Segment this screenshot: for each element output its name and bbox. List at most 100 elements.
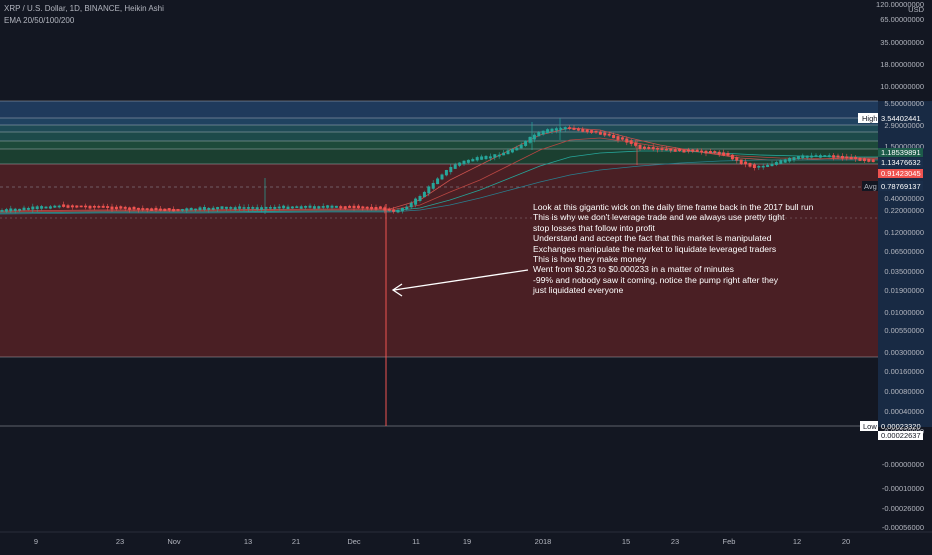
avg-tag: Avg 0.78769137 [862, 181, 923, 191]
candle-body [18, 208, 22, 211]
candle-body [832, 155, 836, 158]
price-tick-label: -0.00026000 [882, 504, 924, 513]
zone-blue [0, 101, 878, 118]
candle-body [783, 159, 787, 163]
candle-body [409, 202, 413, 208]
candle-body [128, 207, 132, 210]
candle-body [585, 129, 589, 133]
candle-body [88, 205, 92, 209]
candle-body [458, 162, 462, 166]
candle-body [189, 207, 193, 211]
candle-body [282, 205, 286, 209]
candle-body [326, 205, 330, 208]
current-tag-value: 1.13476632 [881, 158, 921, 167]
time-tick-label: 19 [463, 537, 471, 546]
annotation-text: Look at this gigantic wick on the daily … [533, 202, 873, 296]
candle-body [475, 157, 479, 161]
candle-body [827, 155, 831, 158]
annotation-arrow [391, 269, 529, 297]
candle-body [541, 130, 545, 135]
zone-green [0, 141, 878, 149]
zone-teal [0, 125, 878, 132]
candle-body [22, 207, 26, 211]
candle-body [198, 207, 202, 211]
candle-body [867, 158, 871, 162]
candle-body [31, 206, 35, 210]
candle-body [154, 207, 158, 211]
ema-lines [0, 127, 878, 215]
ema-50-line [0, 137, 878, 213]
candle-body [717, 151, 721, 155]
candle-body [101, 205, 105, 208]
zone-lines [0, 100, 878, 427]
avg-tag-value: 0.78769137 [881, 182, 921, 191]
annotation-line: This is why we don't leverage trade and … [533, 212, 785, 223]
green-tag: 1.18539891 [878, 148, 923, 157]
candle-body [383, 207, 387, 211]
price-tick-label: 0.00080000 [884, 387, 924, 396]
candle-body [862, 158, 866, 162]
time-tick-label: 21 [292, 537, 300, 546]
candle-body [598, 131, 602, 135]
candle-body [172, 208, 176, 212]
candle-body [524, 140, 528, 146]
candle-body [180, 209, 184, 211]
candle-body [770, 163, 774, 167]
candle-body [713, 151, 717, 153]
candle-body [436, 178, 440, 185]
candle-body [700, 150, 704, 153]
candle-body [92, 205, 96, 208]
candle-body [620, 137, 624, 140]
candle-body [453, 164, 457, 169]
candle-body [141, 208, 145, 210]
price-tick-label: 0.01000000 [884, 308, 924, 317]
candle-body [752, 164, 756, 169]
candle-body [642, 146, 646, 149]
candle-body [634, 142, 638, 146]
zone-teal-2 [0, 132, 878, 141]
candle-body [110, 206, 114, 210]
candle-body [493, 154, 497, 158]
candle-body [418, 196, 422, 201]
low-wick-tag: 0.00022637 [878, 431, 923, 440]
candle-body [308, 205, 312, 208]
candle-body [748, 163, 752, 167]
time-tick-label: 23 [116, 537, 124, 546]
candle-body [4, 209, 8, 212]
candle-body [62, 204, 66, 207]
candle-body [185, 208, 189, 211]
price-tick-label: 2.90000000 [884, 121, 924, 130]
candle-body [590, 130, 594, 133]
price-tick-label: 120.00000000 [876, 0, 924, 9]
low-wick-tag-value: 0.00022637 [881, 431, 921, 440]
candle-body [629, 140, 633, 144]
price-tick-label: 65.00000000 [880, 15, 924, 24]
candle-body [735, 157, 739, 161]
time-tick-label: Nov [167, 537, 181, 546]
candles [0, 118, 875, 214]
candle-body [673, 149, 677, 152]
candle-body [365, 206, 369, 209]
candle-body [26, 207, 30, 210]
candle-body [810, 155, 814, 158]
candle-body [114, 206, 118, 210]
candle-body [576, 128, 580, 131]
candle-body [396, 210, 400, 213]
candle-body [321, 206, 325, 208]
candle-body [510, 149, 514, 153]
zone-blue-light [0, 118, 878, 125]
price-tick-label: 0.00300000 [884, 348, 924, 357]
candle-body [176, 209, 180, 211]
candle-body [290, 206, 294, 209]
candle-body [462, 160, 466, 165]
candle-body [849, 156, 853, 160]
time-tick-label: Feb [723, 537, 736, 546]
green-tag-value: 1.18539891 [881, 148, 921, 157]
candle-body [79, 205, 83, 208]
candle-body [361, 206, 365, 209]
candle-body [48, 206, 52, 209]
candle-body [194, 208, 198, 211]
price-tick-label: 0.40000000 [884, 194, 924, 203]
